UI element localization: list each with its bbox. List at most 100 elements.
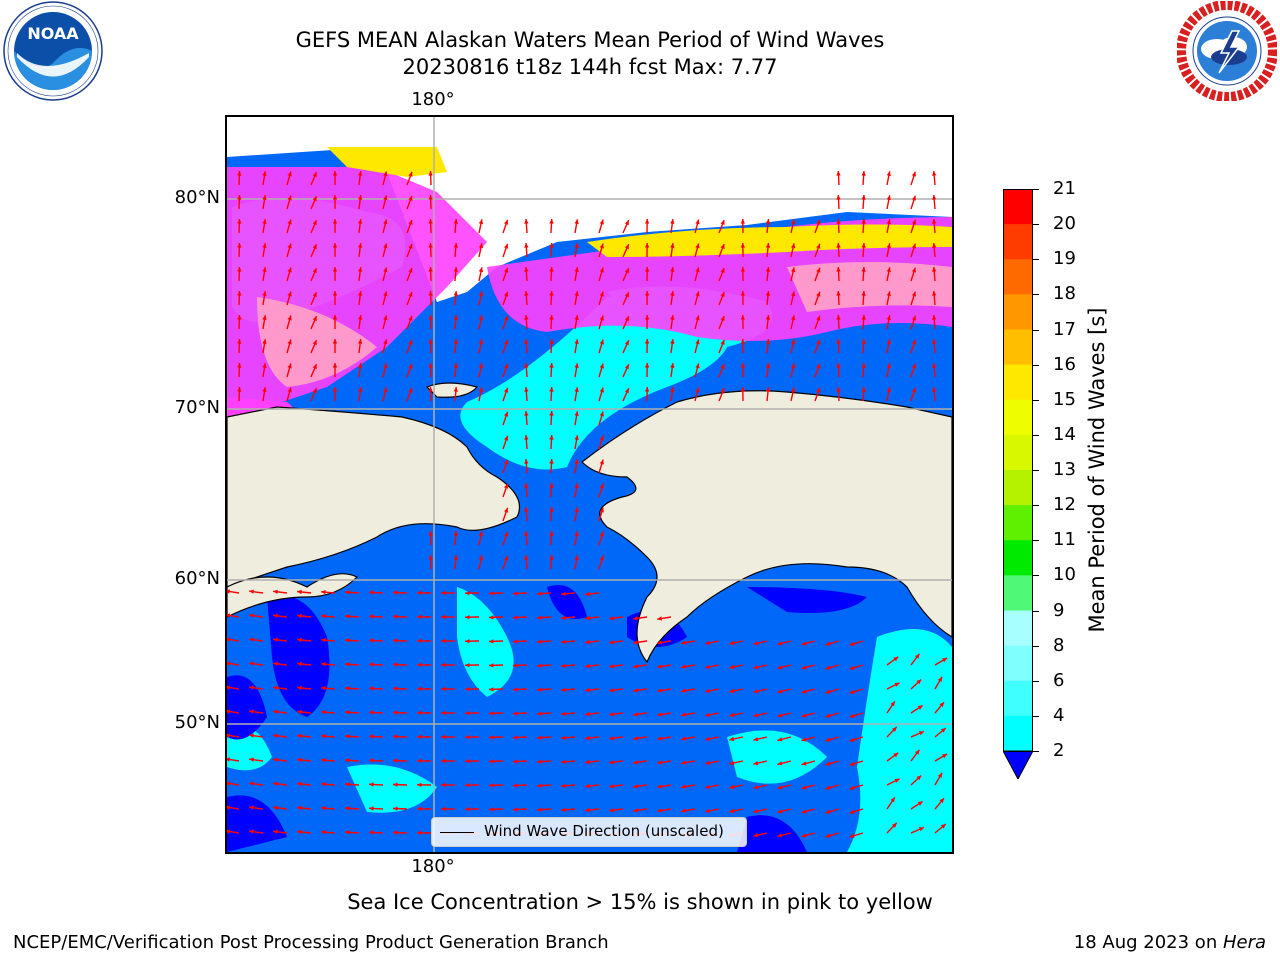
wind-wave-arrowhead <box>911 291 916 297</box>
wind-wave-arrowhead <box>574 435 579 440</box>
wind-wave-arrowhead <box>489 687 494 692</box>
wind-wave-arrowhead <box>886 315 891 321</box>
colorbar-tick-label: 13 <box>1053 459 1076 480</box>
wind-wave-arrowhead <box>537 639 542 644</box>
wind-wave-arrowhead <box>465 783 470 788</box>
colorbar-tick-label: 6 <box>1053 669 1065 691</box>
wind-wave-arrowhead <box>383 339 388 345</box>
wind-wave-arrowhead <box>417 686 422 691</box>
sea-ice-note-text: Sea Ice Concentration > 15% is shown in … <box>347 890 933 914</box>
wind-wave-arrowhead <box>321 806 326 811</box>
wind-wave-arrowhead <box>408 267 413 273</box>
wind-wave-arrowhead <box>574 507 579 512</box>
wind-wave-arrowhead <box>453 555 458 560</box>
wind-wave-arrowhead <box>911 267 916 273</box>
wind-wave-arrowhead <box>561 639 566 644</box>
wind-wave-arrowhead <box>524 363 529 368</box>
wind-wave-arrowhead <box>836 243 841 248</box>
wind-wave-arrowhead <box>599 387 604 393</box>
wind-wave-arrowhead <box>504 507 509 513</box>
wind-wave-arrowhead <box>358 171 363 176</box>
wind-wave-arrowhead <box>549 459 554 464</box>
wind-wave-arrowhead <box>417 614 422 619</box>
colorbar-under-triangle <box>1002 750 1034 781</box>
wind-wave-arrowhead <box>937 676 942 682</box>
wind-wave-arrowhead <box>332 267 338 272</box>
wind-wave-arrowhead <box>729 640 735 646</box>
wind-wave-arrowhead <box>262 363 267 368</box>
colorbar-tick-mark <box>1033 294 1039 296</box>
wind-wave-arrowhead <box>249 685 254 690</box>
wind-wave-arrowhead <box>720 388 725 393</box>
nws-logo-icon <box>1176 0 1278 102</box>
wind-wave-arrowhead <box>657 784 662 789</box>
wind-wave-arrowhead <box>836 171 841 176</box>
wind-wave-arrowhead <box>609 808 614 813</box>
wind-wave-arrowhead <box>227 685 230 690</box>
wind-wave-arrowhead <box>345 662 350 667</box>
colorbar-tick-mark <box>1033 189 1039 190</box>
wind-wave-arrowhead <box>537 807 542 812</box>
wind-wave-arrowhead <box>861 363 866 368</box>
wind-wave-arrowhead <box>408 219 413 225</box>
wind-wave-arrowhead <box>777 689 783 694</box>
wind-wave-arrowhead <box>670 339 675 344</box>
wind-wave-arrowhead <box>478 531 484 537</box>
wind-wave-arrowhead <box>417 638 422 643</box>
wind-wave-arrowhead <box>816 315 821 321</box>
wind-wave-arrowhead <box>599 363 604 369</box>
wind-wave-arrowhead <box>816 387 821 393</box>
wind-wave-arrowhead <box>489 639 494 644</box>
wind-wave-arrowhead <box>321 782 326 787</box>
wind-wave-arrowhead <box>816 243 821 249</box>
wind-wave-arrowhead <box>791 243 796 249</box>
wind-wave-arrowhead <box>720 316 725 321</box>
wind-wave-arrowhead <box>816 267 821 273</box>
wind-wave-arrowhead <box>624 388 629 394</box>
wind-wave-arrowhead <box>777 713 783 718</box>
wind-wave-arrowhead <box>765 267 771 272</box>
wind-wave-arrowhead <box>765 219 771 224</box>
wind-wave-arrowhead <box>624 220 629 226</box>
wind-wave-arrowhead <box>720 292 725 297</box>
wind-wave-arrowhead <box>609 784 614 789</box>
wind-wave-arrowhead <box>312 388 317 394</box>
wind-wave-arrowhead <box>729 736 735 742</box>
wind-wave-arrowhead <box>886 243 891 249</box>
wind-wave-arrowhead <box>428 195 433 200</box>
wind-wave-arrowhead <box>478 387 484 393</box>
wind-wave-arrowhead <box>911 315 916 321</box>
wind-wave-arrowhead <box>297 829 302 835</box>
wind-wave-arrowhead <box>227 733 230 738</box>
wind-wave-arrowhead <box>321 686 326 691</box>
wind-wave-arrowhead <box>657 712 662 717</box>
wind-wave-arrowhead <box>312 316 317 322</box>
wind-wave-arrowhead <box>465 639 470 644</box>
wind-wave-arrowhead <box>408 243 413 249</box>
wind-wave-arrowhead <box>428 171 433 176</box>
wind-wave-arrowhead <box>561 615 566 620</box>
wind-wave-arrowhead <box>369 590 374 595</box>
wind-wave-arrowhead <box>383 363 388 369</box>
wind-wave-arrowhead <box>915 653 920 659</box>
wind-wave-arrowhead <box>729 808 735 814</box>
wind-wave-arrowhead <box>227 781 230 786</box>
land-layer <box>227 382 952 664</box>
colorbar-segment <box>1003 364 1033 401</box>
wind-wave-arrowhead <box>624 340 629 346</box>
colorbar-label: Mean Period of Wind Waves [s] <box>1085 307 1109 633</box>
colorbar-tick-mark <box>1033 751 1039 752</box>
wind-wave-arrowhead <box>417 590 422 595</box>
wind-wave-arrowhead <box>504 483 509 489</box>
colorbar-tick-mark <box>1033 399 1039 401</box>
wind-wave-arrowhead <box>599 435 604 441</box>
wind-wave-arrowhead <box>262 219 267 224</box>
wind-wave-arrowhead <box>720 268 725 273</box>
wind-wave-arrowhead <box>932 363 937 368</box>
colorbar-segment <box>1003 715 1033 752</box>
wind-wave-arrowhead <box>670 363 675 368</box>
wind-wave-arrowhead <box>720 220 725 225</box>
wind-wave-arrowhead <box>332 339 338 344</box>
wind-wave-arrowhead <box>670 219 675 224</box>
wind-wave-arrowhead <box>585 663 590 669</box>
